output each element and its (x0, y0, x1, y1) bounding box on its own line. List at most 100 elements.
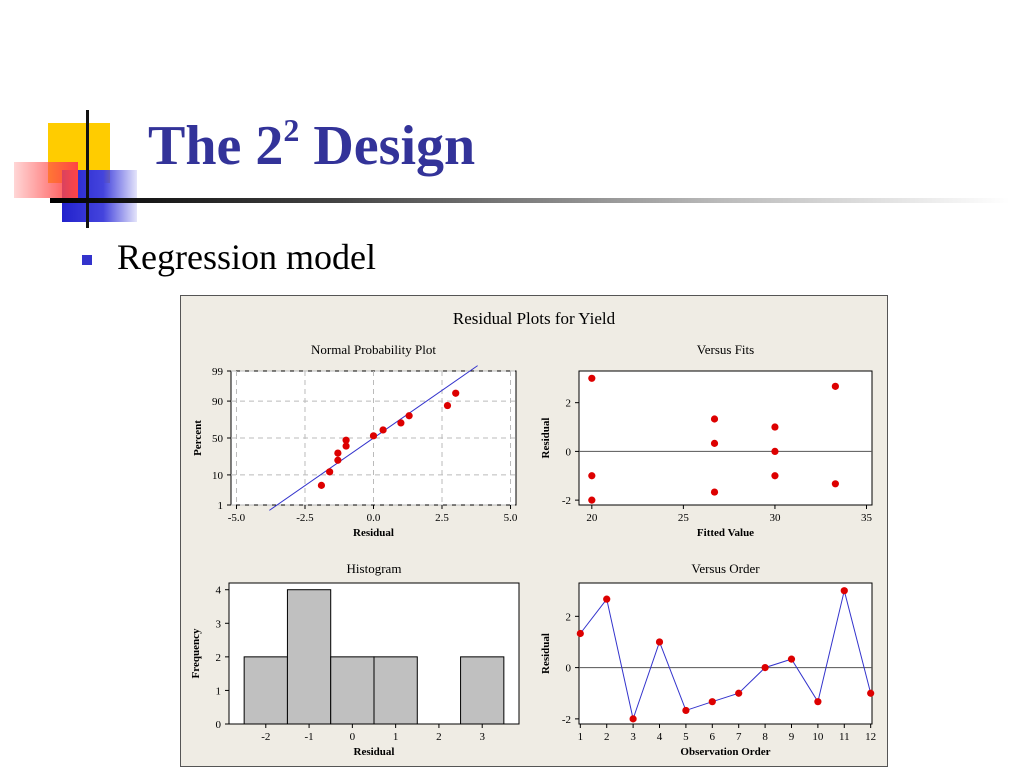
panel4-data-point (603, 595, 611, 603)
panel2-title: Versus Fits (697, 342, 754, 357)
panel1-data-point (317, 481, 326, 489)
panel3-ytick-label: 1 (216, 685, 222, 697)
panel2-xtick-label: 30 (769, 512, 781, 524)
panel2-ytick-label: 2 (566, 398, 572, 410)
panel3-histogram-bar (460, 656, 505, 725)
panel2-data-point (831, 480, 839, 488)
bullet-text: Regression model (117, 237, 376, 277)
panel3-ytick-label: 4 (216, 585, 222, 597)
panel4-data-point (682, 706, 690, 715)
panel3-ytick-label: 3 (216, 618, 222, 630)
panel4-data-point (761, 664, 769, 672)
slide-title: The 22 Design (148, 112, 476, 177)
panel2-xlabel: Fitted Value (697, 527, 754, 539)
panel1-data-point (334, 449, 342, 457)
panel2-data-point (771, 423, 779, 431)
panel2-data-point (588, 374, 596, 382)
panel3-ytick-label: 2 (216, 652, 222, 664)
panel3-ylabel: Frequency (190, 628, 202, 678)
panel4-data-point (629, 715, 637, 723)
panel4-xtick-label: 11 (839, 731, 850, 743)
panel1-data-point (369, 432, 378, 440)
bullet-square-icon (82, 255, 92, 265)
title-divider (50, 198, 1010, 203)
panel4-xtick-label: 8 (762, 731, 768, 743)
residual-plots-figure: Residual Plots for Yield Normal Probabili… (180, 295, 888, 767)
panel4-ytick-label: 2 (566, 611, 572, 623)
panel2-ylabel: Residual (540, 418, 552, 459)
panel1-data-point (452, 389, 460, 397)
panel4-xtick-label: 12 (865, 731, 876, 743)
panel4-xtick-label: 6 (710, 731, 716, 743)
panel4-ytick-label: -2 (562, 714, 571, 726)
panel4-data-point (814, 698, 822, 706)
panel3-histogram-bar (286, 589, 332, 725)
panel1-ytick-label: 10 (212, 470, 224, 482)
panel2-xtick-label: 25 (678, 512, 690, 524)
panel1-xlabel: Residual (353, 527, 394, 539)
residual-plots-svg: Residual Plots for Yield Normal Probabili… (190, 309, 876, 758)
panel4-data-point (655, 638, 664, 646)
panel2-data-point (588, 472, 596, 480)
panel4-ytick-label: 0 (566, 663, 572, 675)
title-superscript: 2 (283, 112, 300, 148)
panel2-xtick-label: 35 (861, 512, 873, 524)
panel1-ylabel: Percent (192, 420, 204, 456)
panel1-xtick-label: -5.0 (228, 512, 246, 524)
panel1-data-point (334, 456, 342, 464)
panel3-xlabel: Residual (354, 746, 395, 758)
panel2-data-point (771, 447, 779, 455)
panel1-data-point (405, 412, 413, 420)
panel3-xtick-label: -1 (304, 731, 313, 743)
panel2-data-point (588, 496, 596, 504)
panel3-histogram-bar (330, 656, 375, 725)
panel3-xtick-label: 3 (479, 731, 485, 743)
panel1-data-point (379, 426, 387, 434)
panel2-plot-area (578, 370, 873, 506)
panel3-ytick-label: 0 (216, 719, 222, 731)
deco-vertical-line (86, 110, 89, 228)
panel4-xlabel: Observation Order (680, 746, 770, 758)
panel1-data-point (342, 436, 350, 444)
panel4-data-point (840, 587, 848, 595)
panel3-title: Histogram (347, 561, 402, 576)
panel1-ytick-label: 50 (212, 433, 224, 445)
panel2-ytick-label: 0 (566, 446, 572, 458)
panel4-xtick-label: 5 (683, 731, 689, 743)
panel4-data-point (787, 655, 796, 663)
panel3-histogram-bar (373, 656, 418, 725)
panel1-title: Normal Probability Plot (311, 342, 436, 357)
panel3-xtick-label: -2 (261, 731, 270, 743)
panel4-title: Versus Order (691, 561, 760, 576)
panel4-series-line (579, 590, 872, 721)
panel4-data-point (708, 698, 716, 706)
panel4-ylabel: Residual (540, 633, 552, 674)
panel1-data-point (342, 442, 350, 450)
panel4-data-point (867, 689, 875, 697)
panel4-xtick-label: 10 (812, 731, 824, 743)
figure-title: Residual Plots for Yield (453, 309, 616, 328)
panel2-xtick-label: 20 (586, 512, 598, 524)
panel2-data-point (710, 488, 719, 496)
panel2-data-point (710, 439, 719, 447)
panel3-xtick-label: 1 (393, 731, 399, 743)
panel2-data-point (831, 382, 839, 390)
panel1-data-point (397, 419, 405, 427)
panel1-data-point (443, 401, 452, 410)
panel1-ytick-label: 90 (212, 396, 224, 408)
panel4-xtick-label: 1 (578, 731, 584, 743)
panel4-xtick-label: 7 (736, 731, 742, 743)
panel1-xtick-label: -2.5 (296, 512, 314, 524)
deco-red-square (14, 162, 78, 198)
panel2-ytick-label: -2 (562, 495, 571, 507)
panel4-xtick-label: 4 (657, 731, 663, 743)
panel1-xtick-label: 5.0 (504, 512, 518, 524)
panel4-plot-area (578, 582, 873, 725)
panel4-data-point (735, 689, 743, 697)
panel2-data-point (710, 415, 719, 423)
panel1-ytick-label: 99 (212, 366, 224, 378)
panel4-xtick-label: 3 (630, 731, 636, 743)
panel3-xtick-label: 2 (436, 731, 442, 743)
panel1-xtick-label: 2.5 (435, 512, 449, 524)
panel3-xtick-label: 0 (350, 731, 356, 743)
